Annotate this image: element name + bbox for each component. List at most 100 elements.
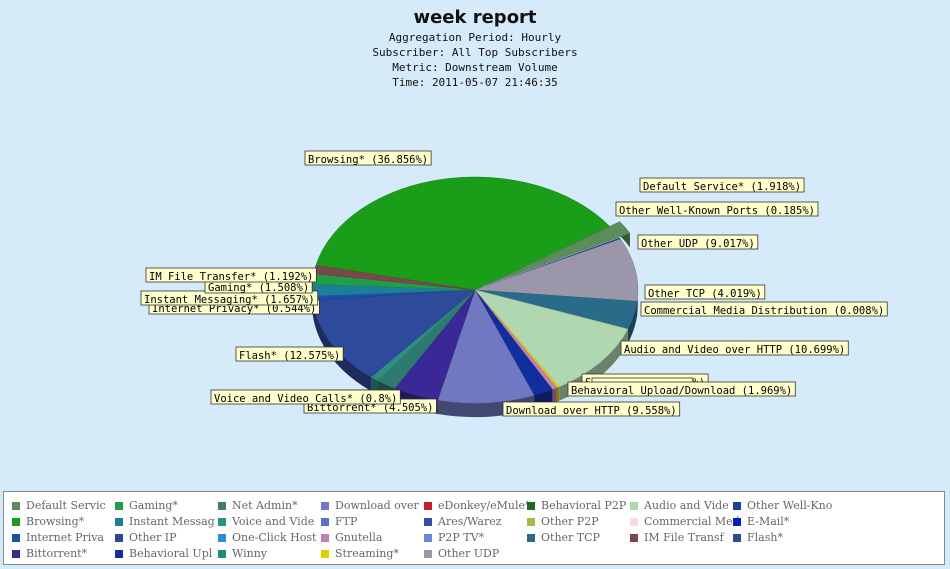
subtitle-time: Time: 2011-05-07 21:46:35	[392, 76, 558, 89]
legend-label: Other TCP	[541, 531, 600, 544]
pie-slice-10	[437, 289, 535, 404]
slice-label-13: Voice and Video Calls* (0.8%)	[210, 389, 401, 405]
legend-item: Other IP	[115, 530, 177, 546]
pie-slice-side-14	[312, 299, 372, 392]
legend-swatch	[12, 534, 20, 542]
legend-label: Voice and Vide	[232, 515, 315, 528]
legend-swatch	[424, 502, 432, 510]
legend-label: Download over	[335, 499, 419, 512]
legend-item: Behavioral P2P	[527, 498, 626, 514]
pie-slice-0	[315, 176, 610, 291]
slice-label-1: Default Service* (1.918%)	[639, 177, 805, 193]
svg-text:Browsing* (36.856%): Browsing* (36.856%)	[308, 154, 428, 166]
legend-label: Behavioral Upl	[129, 547, 213, 560]
legend-label: Other IP	[129, 531, 177, 544]
svg-text:Default Service* (1.918%): Default Service* (1.918%)	[643, 181, 801, 193]
legend-item: Bittorrent*	[12, 546, 87, 562]
legend-swatch	[218, 518, 226, 526]
legend-swatch	[424, 518, 432, 526]
pie-slice-3	[474, 238, 639, 302]
legend-swatch	[733, 518, 741, 526]
legend-swatch	[218, 534, 226, 542]
legend-swatch	[218, 550, 226, 558]
legend: Default Servic Gaming* Net Admin* Download …	[3, 491, 945, 565]
pie-slice-side-4	[627, 301, 638, 344]
legend-label: Gnutella	[335, 531, 383, 544]
slice-label-6: Audio and Video over HTTP (10.699%)	[620, 340, 849, 356]
legend-label: One-Click Host	[232, 531, 317, 544]
slice-label-4: Other TCP (4.019%)	[644, 284, 766, 300]
legend-item: Other P2P	[527, 514, 599, 530]
slice-label-9: Behavioral Upload/Download (1.969%)	[567, 381, 796, 397]
svg-text:Behavioral Upload/Download (1.: Behavioral Upload/Download (1.969%)	[571, 385, 792, 397]
legend-swatch	[424, 550, 432, 558]
legend-swatch	[630, 518, 638, 526]
pie-slice-1	[485, 221, 631, 286]
subtitle-metric: Metric: Downstream Volume	[392, 61, 558, 74]
legend-item: Commercial Med	[630, 514, 740, 530]
legend-label: Instant Messag	[129, 515, 215, 528]
legend-swatch	[12, 550, 20, 558]
legend-label: Behavioral P2P	[541, 499, 627, 512]
slice-label-16: Instant Messaging* (1.657%)	[140, 290, 319, 306]
legend-label: Streaming*	[335, 547, 399, 560]
svg-text:Commercial Media Distribution: Commercial Media Distribution (0.008%)	[644, 305, 884, 317]
svg-text:Flash* (12.575%): Flash* (12.575%)	[239, 350, 340, 362]
svg-text:Voice and Video Calls* (0.8%): Voice and Video Calls* (0.8%)	[214, 393, 397, 405]
legend-swatch	[115, 550, 123, 558]
legend-item: Net Admin*	[218, 498, 298, 514]
slice-label-0: Browsing* (36.856%)	[304, 150, 432, 166]
slice-label-5: Commercial Media Distribution (0.008%)	[640, 301, 888, 317]
legend-item: Streaming*	[321, 546, 399, 562]
legend-item: eDonkey/eMule*	[424, 498, 531, 514]
legend-swatch	[630, 534, 638, 542]
slice-label-3: Other UDP (9.017%)	[637, 234, 759, 250]
slice-label-10: Download over HTTP (9.558%)	[502, 401, 681, 417]
legend-item: Voice and Vide	[218, 514, 314, 530]
legend-label: Winny	[232, 547, 268, 560]
pie-slice-side-8	[552, 387, 557, 404]
svg-text:Instant Messaging* (1.657%): Instant Messaging* (1.657%)	[144, 294, 315, 306]
legend-swatch	[115, 534, 123, 542]
legend-label: Other P2P	[541, 515, 599, 528]
legend-item: Gnutella	[321, 530, 382, 546]
legend-item: Behavioral Upl	[115, 546, 212, 562]
subtitle-subscriber: Subscriber: All Top Subscribers	[372, 46, 578, 59]
legend-swatch	[218, 502, 226, 510]
legend-item: Instant Messag	[115, 514, 215, 530]
svg-text:Other TCP (4.019%): Other TCP (4.019%)	[648, 288, 762, 300]
legend-item: IM File Transf	[630, 530, 724, 546]
chart-header: week report Aggregation Period: Hourly S…	[0, 0, 950, 90]
svg-text:Other Well-Known Ports (0.185%: Other Well-Known Ports (0.185%)	[619, 205, 815, 217]
legend-label: Default Servic	[26, 499, 106, 512]
legend-item: Ares/Warez	[424, 514, 502, 530]
legend-label: Audio and Vide	[644, 499, 729, 512]
legend-item: Other TCP	[527, 530, 600, 546]
legend-swatch	[12, 502, 20, 510]
slice-label-18: IM File Transfer* (1.192%)	[145, 267, 317, 283]
svg-text:IM File Transfer* (1.192%): IM File Transfer* (1.192%)	[149, 271, 313, 283]
legend-item: FTP	[321, 514, 357, 530]
legend-label: Other Well-Kno	[747, 499, 833, 512]
legend-swatch	[733, 534, 741, 542]
legend-item: Audio and Vide	[630, 498, 729, 514]
legend-swatch	[12, 518, 20, 526]
svg-text:Gaming* (1.508%): Gaming* (1.508%)	[208, 282, 309, 294]
legend-label: P2P TV*	[438, 531, 485, 544]
legend-item: P2P TV*	[424, 530, 484, 546]
legend-swatch	[321, 502, 329, 510]
legend-swatch	[115, 518, 123, 526]
legend-swatch	[321, 518, 329, 526]
legend-item: Flash*	[733, 530, 783, 546]
legend-swatch	[527, 518, 535, 526]
legend-label: Internet Priva	[26, 531, 105, 544]
legend-label: Ares/Warez	[438, 515, 502, 528]
legend-item: Winny	[218, 546, 267, 562]
legend-label: Browsing*	[26, 515, 85, 528]
legend-label: IM File Transf	[644, 531, 724, 544]
legend-swatch	[527, 534, 535, 542]
legend-item: E-Mail*	[733, 514, 789, 530]
legend-label: E-Mail*	[747, 515, 790, 528]
legend-label: Commercial Med	[644, 515, 740, 528]
legend-label: Gaming*	[129, 499, 178, 512]
